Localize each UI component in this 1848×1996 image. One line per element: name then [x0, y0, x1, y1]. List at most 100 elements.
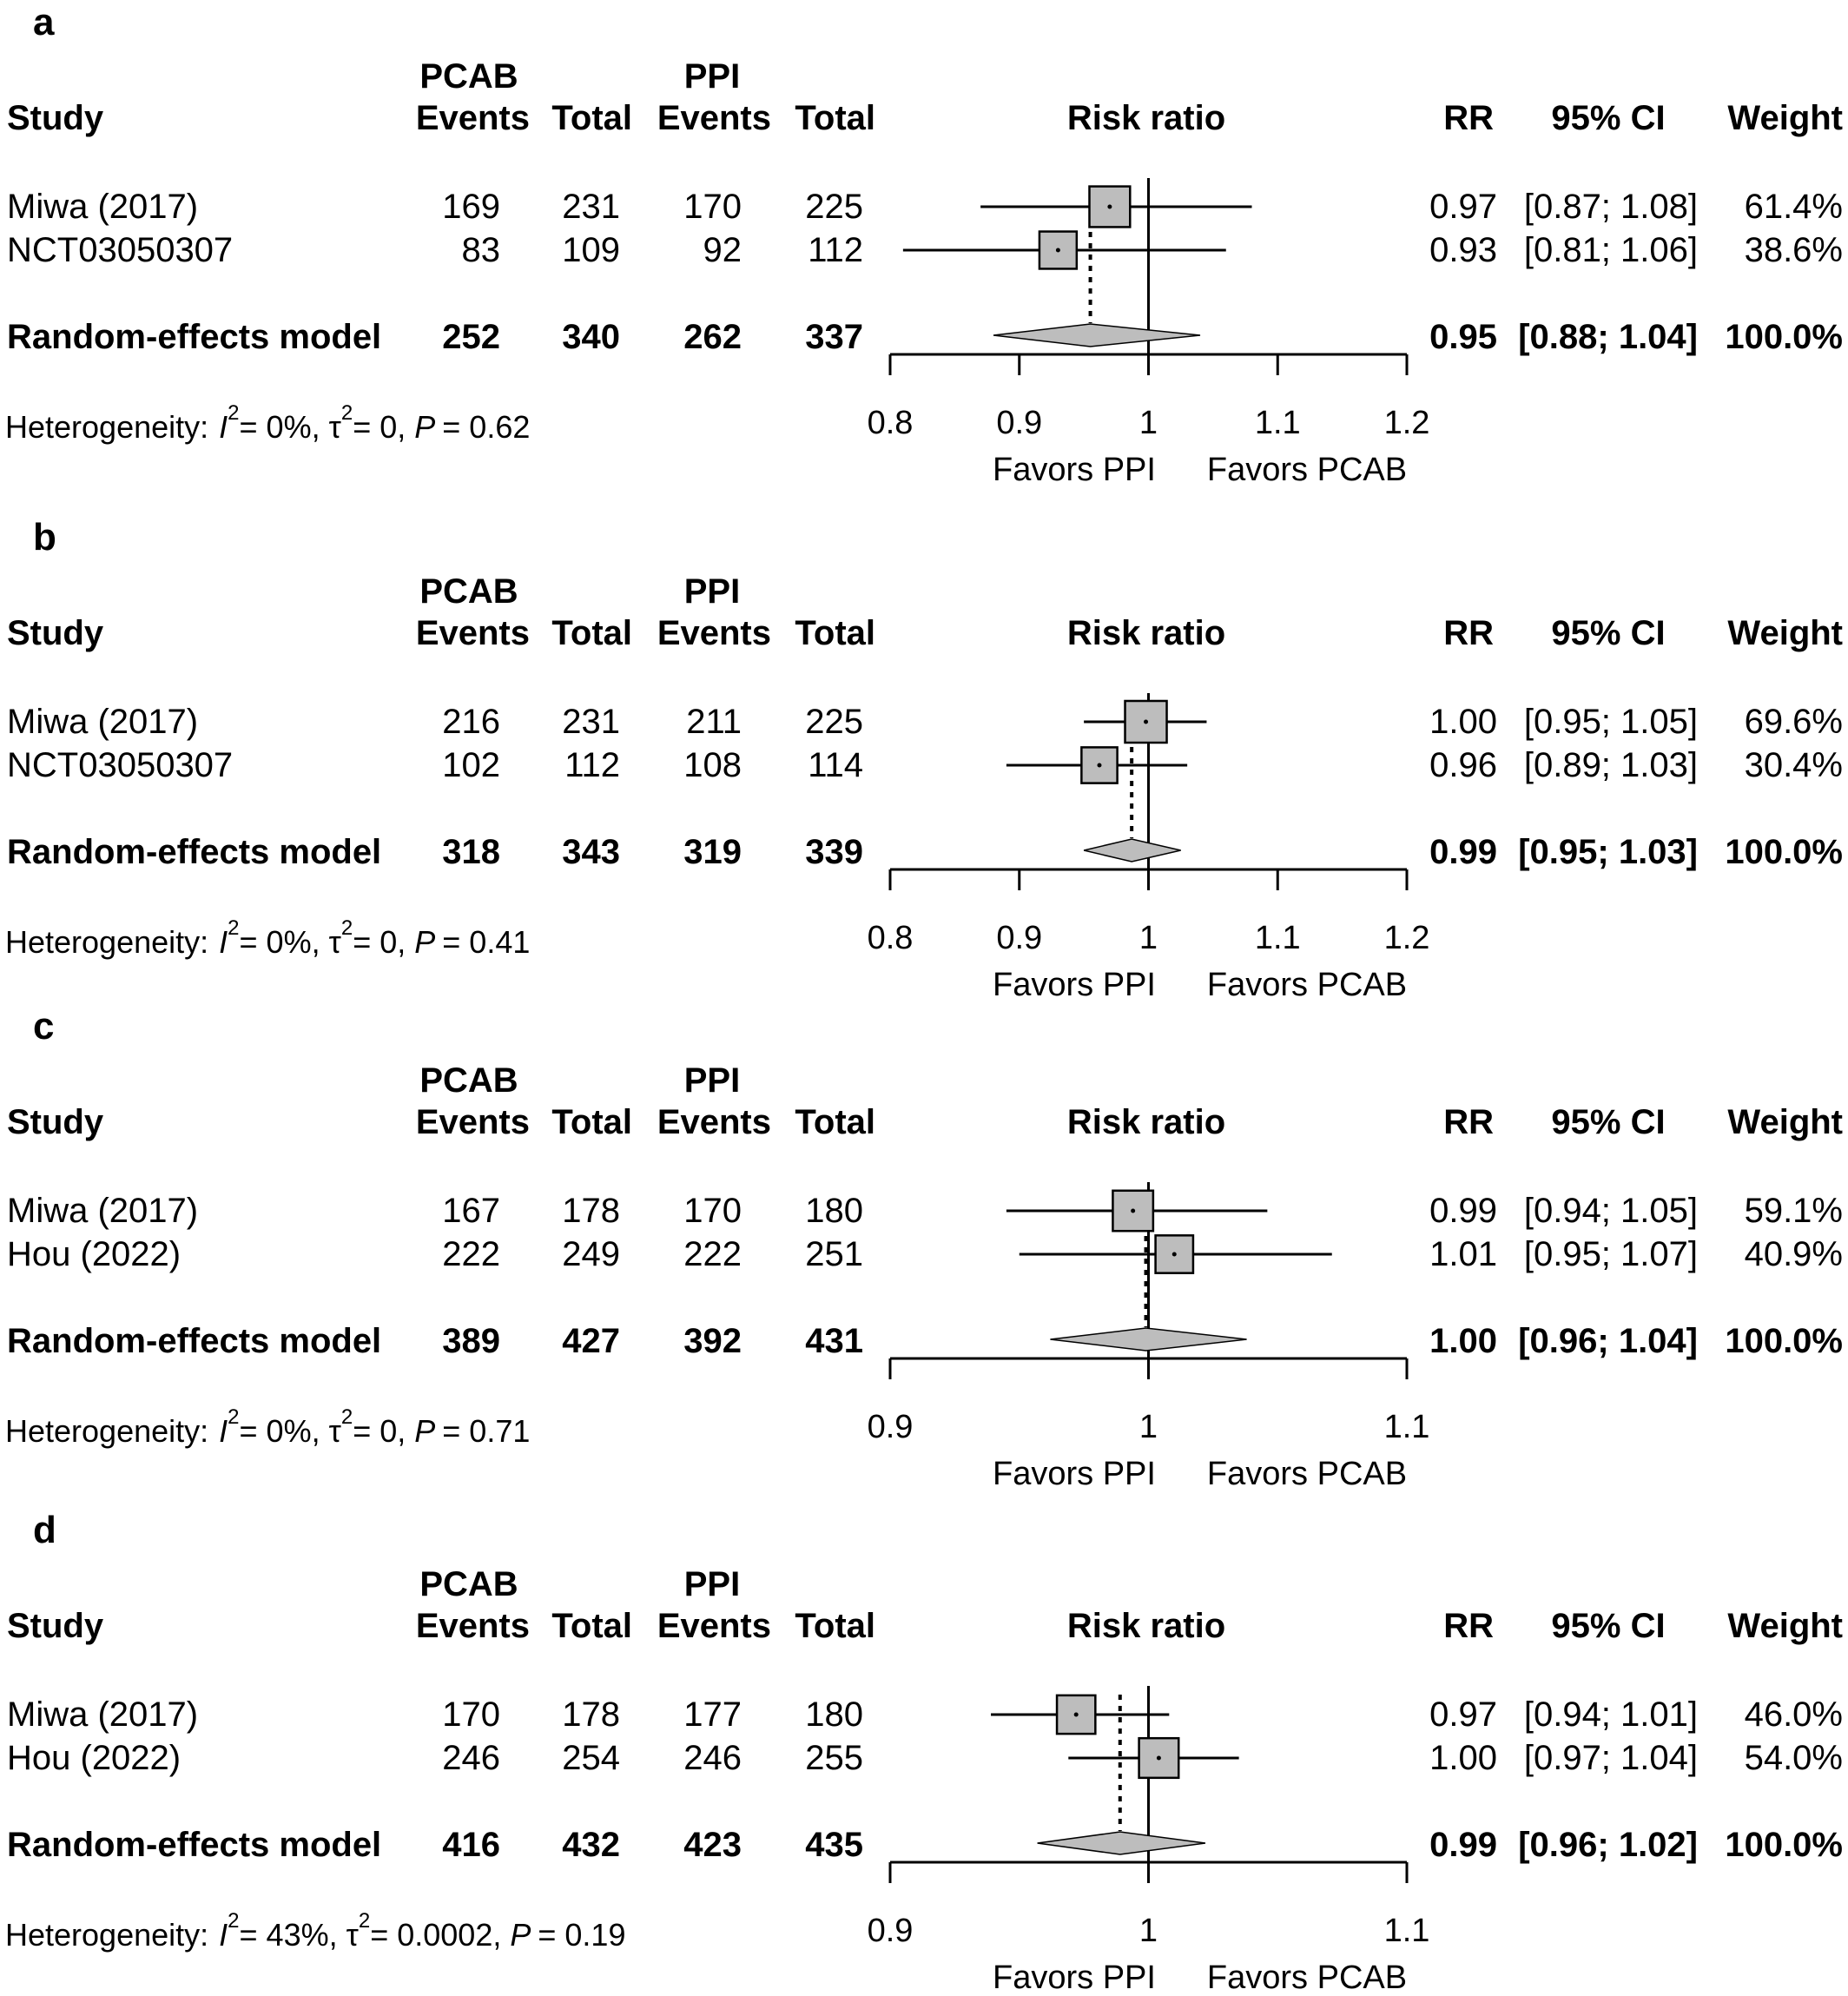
- ci-value: [0.97; 1.04]: [1523, 1739, 1698, 1777]
- header-pcab-events: Events: [415, 1103, 530, 1141]
- forest-plot-svg: [888, 178, 1409, 375]
- ppi-events: 246: [683, 1739, 742, 1777]
- header-ppi-total: Total: [795, 1103, 875, 1141]
- ppi-total: 337: [805, 318, 863, 356]
- x-tick-label: 1.1: [1383, 1913, 1430, 1949]
- x-tick-label: 1.1: [1254, 405, 1301, 441]
- header-ppi-total: Total: [795, 614, 875, 652]
- x-tick-label: 1: [1138, 1409, 1158, 1445]
- forest-panel-d: d PCAB PPI Study Events Total Events Total Risk …: [0, 1508, 1848, 1995]
- study-name: Random-effects model: [7, 1322, 382, 1360]
- header-study: Study: [7, 99, 104, 137]
- ppi-events: 423: [683, 1826, 742, 1864]
- rr-value: 0.93: [1429, 231, 1497, 269]
- study-name: NCT03050307: [7, 746, 234, 784]
- heterogeneity-text: Heterogeneity: I2= 0%, τ2= 0, P = 0.62: [5, 401, 531, 445]
- pcab-total: 112: [564, 746, 620, 784]
- header-risk-ratio: Risk ratio: [1066, 614, 1226, 652]
- ppi-events: 177: [683, 1695, 742, 1734]
- header-pcab-total: Total: [551, 1103, 632, 1141]
- panel-label: a: [33, 1, 55, 43]
- header-ci: 95% CI: [1551, 1103, 1666, 1141]
- pcab-total: 340: [562, 318, 620, 356]
- study-name: NCT03050307: [7, 231, 234, 269]
- panel-label: d: [33, 1509, 56, 1551]
- study-point: [1097, 763, 1102, 768]
- pooled-diamond: [1037, 1831, 1206, 1855]
- header-ppi-group: PPI: [683, 1061, 741, 1100]
- x-tick-label: 0.9: [867, 1409, 914, 1445]
- header-pcab-events: Events: [415, 614, 530, 652]
- header-ppi-events: Events: [657, 1103, 771, 1141]
- x-tick-label: 0.9: [996, 405, 1043, 441]
- pcab-events: 169: [442, 188, 500, 226]
- pcab-total: 231: [562, 703, 620, 741]
- weight-value: 54.0%: [1744, 1739, 1843, 1777]
- ppi-total: 225: [805, 188, 863, 226]
- study-name: Miwa (2017): [7, 188, 199, 226]
- ppi-events: 170: [683, 188, 742, 226]
- rr-value: 0.95: [1429, 318, 1497, 356]
- heterogeneity-text: Heterogeneity: I2= 43%, τ2= 0.0002, P = 0…: [5, 1909, 626, 1953]
- rr-value: 1.00: [1429, 1739, 1497, 1777]
- panel-label: b: [33, 516, 56, 558]
- header-risk-ratio: Risk ratio: [1066, 99, 1226, 137]
- forest-panel-c: c PCAB PPI Study Events Total Events Total Risk …: [0, 1004, 1848, 1492]
- pcab-events: 389: [442, 1322, 500, 1360]
- header-rr: RR: [1443, 1103, 1494, 1141]
- study-name: Random-effects model: [7, 833, 382, 871]
- header-ppi-group: PPI: [683, 57, 741, 96]
- header-ppi-events: Events: [657, 99, 771, 137]
- study-name: Miwa (2017): [7, 1192, 199, 1230]
- pcab-events: 216: [442, 703, 500, 741]
- ppi-total: 114: [808, 746, 863, 784]
- study-weight-square: [1088, 185, 1132, 228]
- ci-value: [0.89; 1.03]: [1523, 746, 1698, 784]
- study-name: Random-effects model: [7, 1826, 382, 1864]
- pcab-total: 432: [562, 1826, 620, 1864]
- x-tick-label: 1.1: [1254, 920, 1301, 956]
- rr-value: 0.96: [1429, 746, 1497, 784]
- x-tick-label: 1: [1138, 1913, 1158, 1949]
- pcab-events: 170: [442, 1695, 500, 1734]
- header-pcab-total: Total: [551, 1607, 632, 1645]
- header-pcab-events: Events: [415, 1607, 530, 1645]
- pcab-total: 343: [562, 833, 620, 871]
- pcab-total: 178: [562, 1192, 620, 1230]
- x-tick-label: 1.1: [1383, 1409, 1430, 1445]
- header-study: Study: [7, 1607, 104, 1645]
- header-weight: Weight: [1727, 614, 1843, 652]
- pooled-diamond: [993, 323, 1201, 347]
- study-point: [1073, 1712, 1079, 1717]
- favors-right-label: Favors PCAB: [1206, 1456, 1408, 1492]
- header-weight: Weight: [1727, 1607, 1843, 1645]
- heterogeneity-text: Heterogeneity: I2= 0%, τ2= 0, P = 0.71: [5, 1405, 531, 1449]
- favors-left-label: Favors PPI: [993, 1456, 1156, 1492]
- header-risk-ratio: Risk ratio: [1066, 1103, 1226, 1141]
- ppi-events: 319: [683, 833, 742, 871]
- header-rr: RR: [1443, 614, 1494, 652]
- x-tick-label: 1: [1138, 920, 1158, 956]
- ci-value: [0.96; 1.04]: [1518, 1322, 1698, 1360]
- pcab-total: 178: [562, 1695, 620, 1734]
- ppi-total: 339: [805, 833, 863, 871]
- x-tick-label: 0.8: [867, 920, 914, 956]
- header-pcab-events: Events: [415, 99, 530, 137]
- favors-right-label: Favors PCAB: [1206, 967, 1408, 1003]
- pcab-total: 254: [562, 1739, 620, 1777]
- study-name: Hou (2022): [7, 1739, 182, 1777]
- ppi-events: 211: [686, 703, 742, 741]
- ppi-total: 431: [805, 1322, 863, 1360]
- header-pcab-total: Total: [551, 99, 632, 137]
- header-ppi-group: PPI: [683, 1565, 741, 1603]
- x-tick-label: 0.9: [867, 1913, 914, 1949]
- study-point: [1156, 1755, 1161, 1761]
- pcab-events: 252: [442, 318, 500, 356]
- header-ci: 95% CI: [1551, 99, 1666, 137]
- ppi-events: 108: [683, 746, 742, 784]
- pcab-events: 318: [442, 833, 500, 871]
- header-study: Study: [7, 614, 104, 652]
- rr-value: 1.00: [1429, 703, 1497, 741]
- pcab-events: 246: [442, 1739, 500, 1777]
